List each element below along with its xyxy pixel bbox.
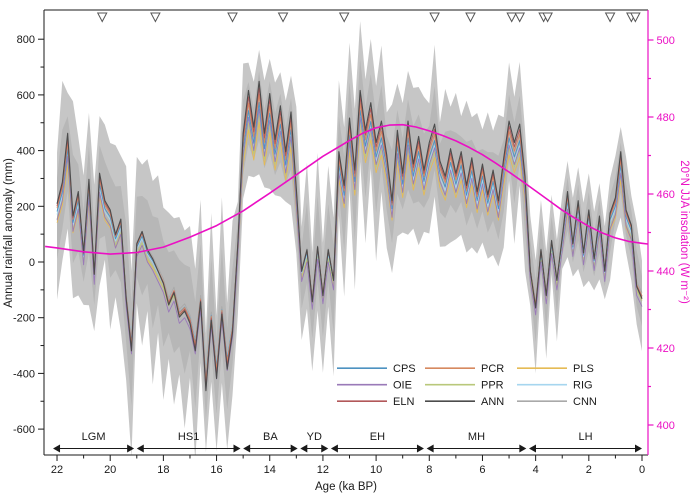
left-tick-label: 800 — [17, 34, 35, 46]
x-tick-label: 2 — [586, 464, 592, 476]
x-tick-label: 16 — [210, 464, 222, 476]
event-marker-triangle — [514, 12, 526, 23]
period-label-HS1: HS1 — [178, 431, 199, 443]
period-arrow-head-right — [233, 444, 241, 453]
x-tick-label: 8 — [426, 464, 432, 476]
series-line-OIE — [56, 108, 643, 391]
period-arrow-head-right — [127, 444, 135, 453]
x-tick-label: 22 — [51, 464, 63, 476]
left-tick-label: 200 — [17, 201, 35, 213]
legend-label-ANN: ANN — [481, 396, 504, 408]
period-label-EH: EH — [370, 431, 385, 443]
legend-label-CPS: CPS — [393, 363, 416, 375]
x-tick-label: 18 — [157, 464, 169, 476]
event-marker-triangle — [542, 12, 553, 23]
right-axis-title: 20°N JJA insolation (W m⁻²) — [678, 160, 690, 304]
event-marker-triangle — [604, 12, 616, 23]
legend-label-RIG: RIG — [573, 380, 593, 392]
series-line-ANN — [56, 80, 643, 392]
period-arrow-head-right — [321, 444, 329, 453]
period-label-BA: BA — [263, 431, 278, 443]
left-tick-label: -400 — [13, 368, 35, 380]
legend-label-PLS: PLS — [573, 363, 594, 375]
period-arrow-head-left — [243, 444, 251, 453]
x-axis-title: Age (ka BP) — [315, 481, 377, 493]
x-tick-label: 12 — [317, 464, 329, 476]
insolation-line — [44, 123, 648, 255]
x-tick-label: 6 — [479, 464, 485, 476]
period-arrow-head-left — [53, 444, 61, 453]
event-marker-triangle — [338, 12, 350, 23]
event-marker-triangle — [630, 12, 641, 23]
right-tick-label: 420 — [657, 343, 675, 355]
legend-label-OIE: OIE — [393, 380, 412, 392]
left-tick-label: -600 — [13, 424, 35, 436]
period-label-LGM: LGM — [82, 431, 106, 443]
right-tick-label: 400 — [657, 420, 675, 432]
event-marker-triangle — [96, 12, 108, 23]
x-tick-label: 20 — [104, 464, 116, 476]
left-tick-label: -200 — [13, 313, 35, 325]
period-arrow-head-left — [426, 444, 434, 453]
event-marker-triangle — [429, 12, 440, 23]
x-tick-label: 10 — [370, 464, 382, 476]
event-marker-triangle — [277, 12, 289, 23]
period-arrow-head-right — [635, 444, 642, 453]
legend-label-CNN: CNN — [573, 396, 597, 408]
period-label-LH: LH — [578, 431, 592, 443]
left-tick-label: 0 — [29, 257, 35, 269]
period-label-YD: YD — [307, 431, 322, 443]
event-marker-triangle — [227, 12, 238, 23]
period-arrow-head-left — [300, 444, 308, 453]
right-tick-label: 440 — [657, 266, 675, 278]
event-marker-triangle — [506, 12, 518, 23]
event-marker-triangle — [465, 12, 476, 23]
period-arrow-head-left — [528, 444, 536, 453]
period-arrow-head-right — [519, 444, 527, 453]
legend-label-PCR: PCR — [481, 363, 504, 375]
x-tick-label: 0 — [639, 464, 645, 476]
right-tick-label: 480 — [657, 112, 675, 124]
y-axis-title: Annual rainfall anomaly (mm) — [3, 158, 15, 308]
period-arrow-head-left — [136, 444, 144, 453]
x-tick-label: 4 — [533, 464, 539, 476]
left-tick-label: 400 — [17, 146, 35, 158]
event-marker-triangle — [150, 12, 161, 23]
period-arrow-head-right — [416, 444, 424, 453]
legend-label-PPR: PPR — [481, 380, 504, 392]
period-label-MH: MH — [468, 431, 485, 443]
period-arrow-head-left — [330, 444, 338, 453]
right-tick-label: 500 — [657, 35, 675, 47]
legend-label-ELN: ELN — [393, 396, 414, 408]
left-tick-label: 600 — [17, 90, 35, 102]
period-arrow-head-right — [290, 444, 298, 453]
right-tick-label: 460 — [657, 189, 675, 201]
x-tick-label: 14 — [264, 464, 276, 476]
